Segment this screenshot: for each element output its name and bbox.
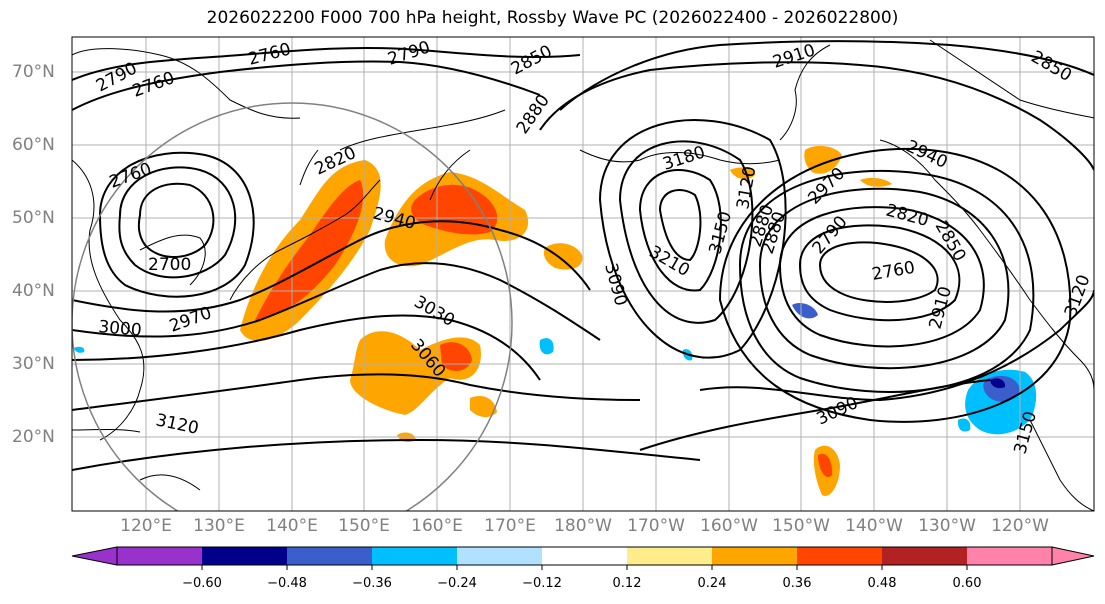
lat-label: 50°N bbox=[12, 208, 55, 228]
colorbar-tick-label: 0.48 bbox=[867, 576, 897, 591]
lon-label: 180°W bbox=[554, 516, 612, 536]
colorbar-tick-label: −0.36 bbox=[352, 576, 392, 591]
contour-label: 2700 bbox=[148, 255, 191, 275]
lon-label: 160°E bbox=[411, 516, 463, 536]
contour-label: 2880 bbox=[513, 91, 554, 138]
contour-label: 2940 bbox=[903, 136, 951, 172]
colorbar-extend-low bbox=[71, 546, 118, 566]
contour-label: 3120 bbox=[154, 410, 200, 439]
lon-label: 150°W bbox=[772, 516, 830, 536]
contour-label: 3150 bbox=[706, 209, 737, 256]
lon-label: 130°W bbox=[918, 516, 976, 536]
lat-label: 30°N bbox=[12, 354, 55, 374]
negative-anomaly-shading bbox=[74, 303, 1037, 435]
contour-label: 2850 bbox=[931, 218, 970, 265]
graticule bbox=[72, 37, 1094, 511]
positive-anomaly-shading bbox=[240, 145, 892, 496]
colorbar-tick-label: 0.24 bbox=[697, 576, 727, 591]
lat-label: 60°N bbox=[12, 135, 55, 155]
lon-label: 170°E bbox=[484, 516, 536, 536]
colorbar-tick-label: −0.60 bbox=[182, 576, 222, 591]
contour-label: 2760 bbox=[870, 258, 916, 285]
colorbar-tick-label: −0.24 bbox=[437, 576, 477, 591]
contour-label: 3090 bbox=[600, 261, 631, 308]
lon-label: 170°W bbox=[627, 516, 685, 536]
lon-label: 140°E bbox=[266, 516, 318, 536]
lon-label: 130°E bbox=[193, 516, 245, 536]
colorbar-tick-label: −0.12 bbox=[522, 576, 562, 591]
contour-label: 2850 bbox=[1028, 47, 1075, 86]
lon-label: 150°E bbox=[338, 516, 390, 536]
lon-label: 160°W bbox=[700, 516, 758, 536]
colorbar-extend-high bbox=[1051, 546, 1095, 566]
height-contours bbox=[72, 40, 1094, 471]
contour-label: 2910 bbox=[770, 40, 817, 72]
lon-label: 120°W bbox=[991, 516, 1049, 536]
contour-label: 3090 bbox=[814, 393, 862, 429]
lat-label: 70°N bbox=[12, 62, 55, 82]
reference-circle bbox=[72, 102, 513, 511]
colorbar-tick-label: 0.60 bbox=[952, 576, 982, 591]
colorbar bbox=[71, 546, 1095, 570]
contour-label: 3210 bbox=[646, 242, 693, 281]
lat-label: 20°N bbox=[12, 427, 55, 447]
contour-label: 2850 bbox=[508, 41, 556, 79]
colorbar-tick-label: −0.48 bbox=[267, 576, 307, 591]
contour-label: 3120 bbox=[1061, 272, 1095, 319]
colorbar-tick-label: 0.36 bbox=[782, 576, 812, 591]
map-frame bbox=[71, 36, 1095, 512]
contour-label: 3030 bbox=[411, 292, 458, 331]
map-title: 2026022200 F000 700 hPa height, Rossby W… bbox=[206, 8, 899, 28]
lon-label: 140°W bbox=[845, 516, 903, 536]
colorbar-tick-label: 0.12 bbox=[612, 576, 642, 591]
lon-label: 120°E bbox=[120, 516, 172, 536]
lat-label: 40°N bbox=[12, 281, 55, 301]
contour-label: 2790 bbox=[809, 212, 852, 258]
contour-label: 3000 bbox=[98, 317, 143, 341]
